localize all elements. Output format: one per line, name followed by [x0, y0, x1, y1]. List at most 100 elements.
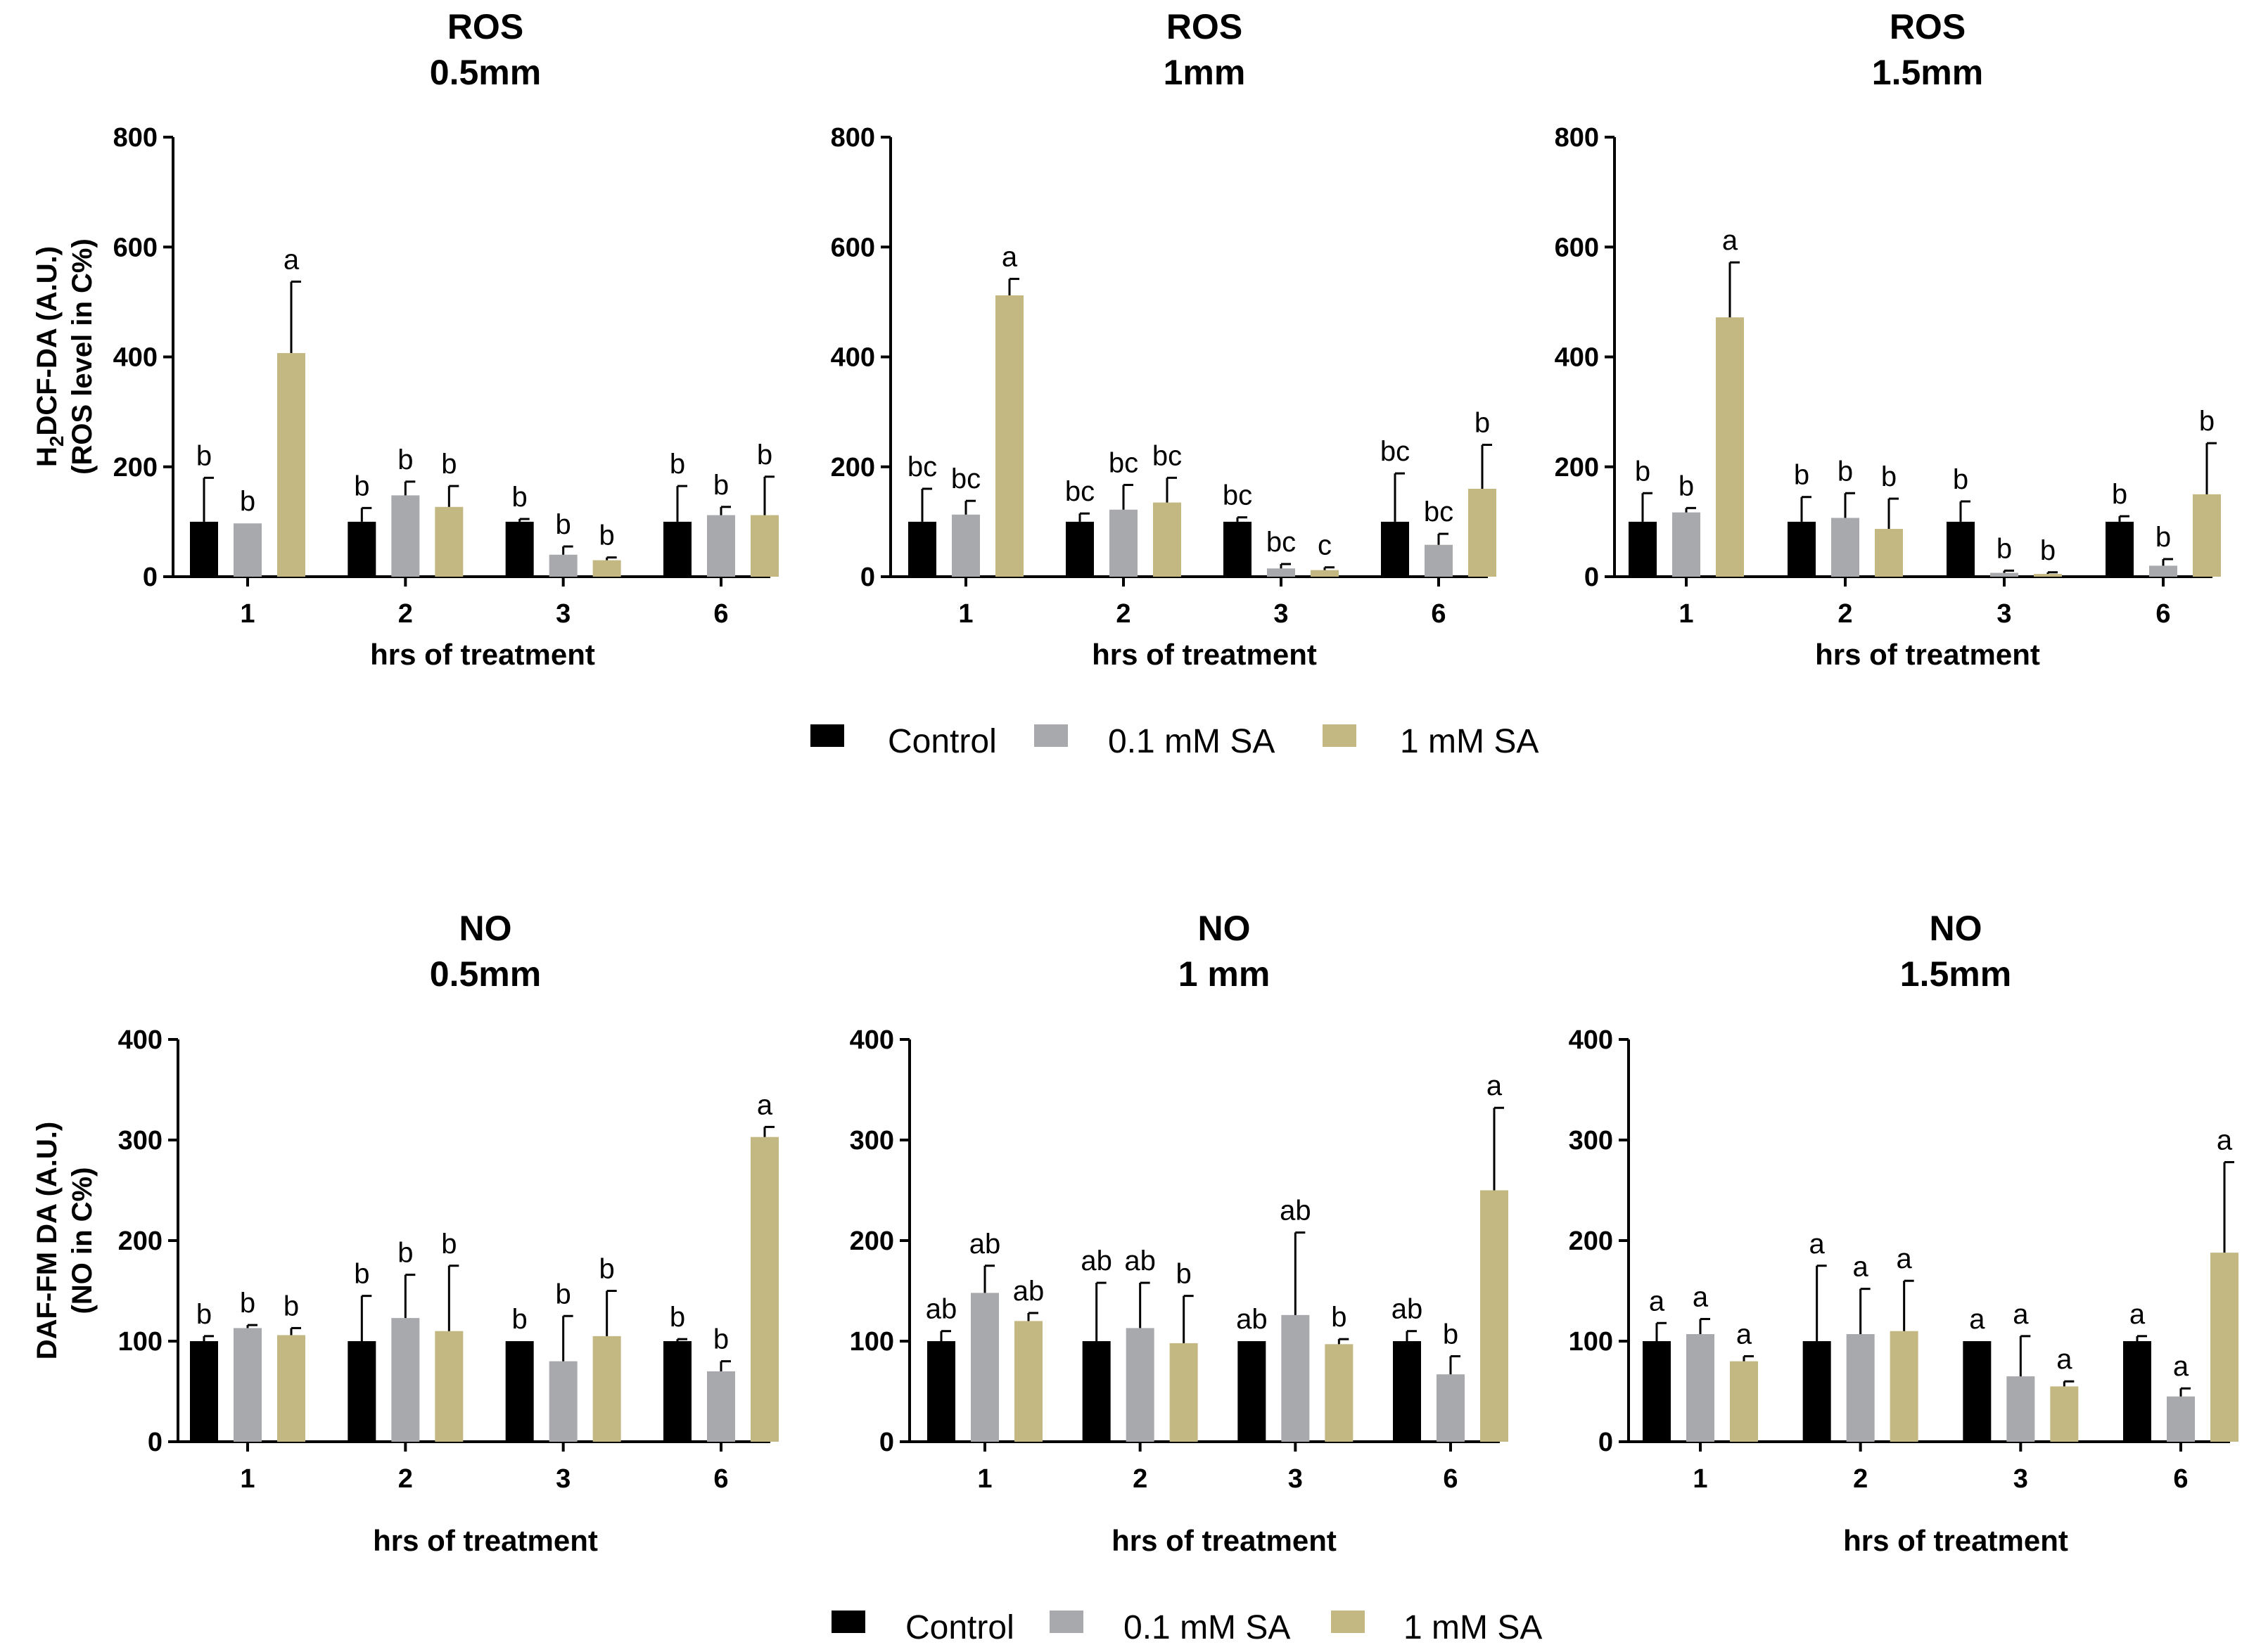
chart-title-line-2: 1 mm	[1178, 954, 1270, 994]
y-tick-label: 800	[1555, 123, 1599, 153]
y-tick-label: 200	[850, 1227, 894, 1256]
significance-label: bc	[1380, 436, 1410, 467]
y-tick-label: 200	[118, 1227, 163, 1256]
y-tick-label: 0	[1584, 563, 1599, 592]
significance-label: b	[240, 486, 255, 517]
y-tick-label: 800	[831, 123, 875, 153]
x-tick-label: 1	[240, 599, 255, 629]
bar	[707, 1371, 735, 1442]
chart-title-line-1: NO	[1930, 909, 1982, 948]
x-axis-label: hrs of treatment	[1815, 638, 2040, 671]
legend-label-0-1-mm-sa: 0.1 mM SA	[1123, 1609, 1290, 1646]
significance-label: b	[397, 444, 413, 475]
bar	[592, 560, 621, 577]
significance-label: ab	[1013, 1276, 1045, 1307]
significance-label: bc	[1152, 440, 1182, 471]
significance-label: b	[1953, 464, 1968, 495]
bar	[2210, 1253, 2238, 1442]
bar	[2193, 494, 2221, 577]
legend-swatch-1-mm-sa	[1323, 724, 1356, 747]
significance-label: b	[196, 440, 212, 471]
bar	[1788, 521, 1816, 577]
legend-label-1-mm-sa: 1 mM SA	[1400, 723, 1539, 760]
significance-label: a	[2129, 1299, 2146, 1330]
significance-label: a	[1969, 1304, 1985, 1335]
y-tick-label: 400	[850, 1025, 894, 1055]
chart-title-line-2: 0.5mm	[430, 954, 541, 994]
bar	[1082, 1341, 1111, 1442]
significance-label: b	[1996, 533, 2012, 564]
x-tick-label: 6	[2155, 599, 2170, 629]
significance-label: ab	[926, 1294, 957, 1325]
bar	[2006, 1376, 2035, 1442]
y-tick-label: 0	[143, 563, 158, 592]
significance-label: b	[670, 449, 685, 480]
bar	[1311, 570, 1339, 577]
x-tick-label: 3	[556, 1464, 571, 1494]
x-tick-label: 3	[556, 599, 571, 629]
bar	[348, 1341, 376, 1442]
bar	[1153, 502, 1181, 577]
y-tick-label: 100	[118, 1327, 163, 1357]
significance-label: a	[757, 1089, 773, 1120]
significance-label: ab	[1280, 1196, 1311, 1227]
y-tick-label: 0	[1598, 1428, 1613, 1457]
significance-label: b	[1176, 1259, 1192, 1290]
x-tick-label: 3	[1273, 599, 1288, 629]
bar	[2167, 1396, 2195, 1442]
bar	[1014, 1321, 1043, 1442]
bar	[1281, 1314, 1310, 1442]
legend-ros: Control 0.1 mM SA 1 mM SA	[810, 723, 1539, 760]
x-tick-label: 1	[1679, 599, 1693, 629]
legend-swatch-1-mm-sa	[1331, 1611, 1365, 1633]
y-axis-label: H2DCF-DA (A.U.)	[32, 246, 68, 467]
significance-label: a	[1736, 1319, 1752, 1350]
x-axis-label: hrs of treatment	[1843, 1524, 2068, 1557]
x-axis-label: hrs of treatment	[370, 638, 595, 671]
y-tick-label: 400	[118, 1025, 163, 1055]
y-tick-label: 600	[831, 233, 875, 262]
significance-label: b	[556, 1279, 571, 1310]
x-tick-label: 2	[1133, 1464, 1147, 1494]
significance-label: b	[240, 1288, 255, 1319]
y-tick-label: 200	[831, 453, 875, 482]
x-axis-label: hrs of treatment	[1112, 1524, 1337, 1557]
significance-label: a	[2217, 1125, 2233, 1155]
x-tick-label: 6	[713, 599, 728, 629]
x-tick-label: 6	[2173, 1464, 2188, 1494]
bar	[1109, 509, 1138, 577]
panel-no-1: NO 1 mm hrs of treatment 0 100 200 300 400 1 a…	[850, 909, 1508, 1557]
bar	[1875, 529, 1903, 577]
x-tick-label: 3	[1996, 599, 2011, 629]
x-tick-label: 6	[1443, 1464, 1458, 1494]
significance-label: b	[512, 482, 528, 513]
significance-label: b	[196, 1299, 212, 1330]
significance-label: b	[441, 1229, 457, 1260]
significance-label: a	[1853, 1252, 1869, 1283]
significance-label: a	[2056, 1344, 2072, 1375]
x-axis-label: hrs of treatment	[1092, 638, 1317, 671]
significance-label: b	[284, 1291, 299, 1321]
bar	[1672, 512, 1700, 577]
y-tick-label: 0	[148, 1428, 163, 1457]
y-tick-label: 100	[850, 1327, 894, 1357]
x-tick-label: 2	[398, 599, 413, 629]
significance-label: b	[397, 1238, 413, 1269]
chart-title-line-1: ROS	[1166, 7, 1242, 46]
significance-label: b	[599, 520, 615, 551]
significance-label: b	[713, 470, 729, 501]
significance-label: b	[713, 1324, 729, 1355]
legend-label-control: Control	[905, 1609, 1014, 1646]
y-tick-label: 600	[113, 233, 158, 262]
x-axis-label: hrs of treatment	[373, 1524, 598, 1557]
bar	[1066, 521, 1094, 577]
y-tick-label: 300	[1569, 1126, 1613, 1155]
bar	[1425, 544, 1453, 577]
significance-label: a	[2173, 1351, 2189, 1382]
significance-label: b	[354, 470, 369, 501]
significance-label: a	[1809, 1229, 1826, 1260]
bar	[1686, 1333, 1714, 1442]
y-tick-label: 400	[1569, 1025, 1613, 1055]
bar	[1169, 1343, 1198, 1442]
